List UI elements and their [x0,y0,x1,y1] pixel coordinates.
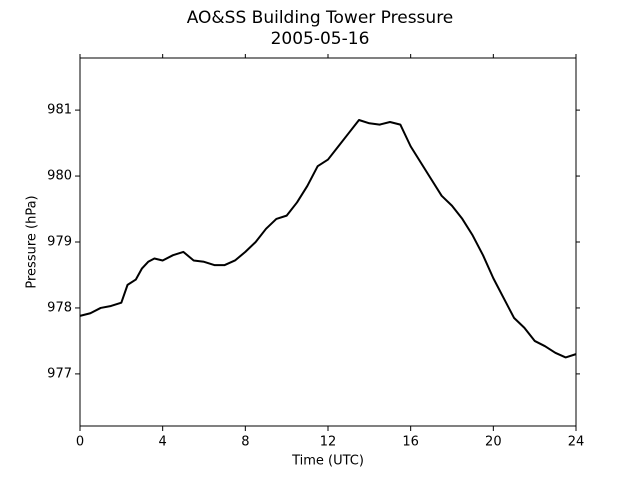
chart-subtitle: 2005-05-16 [271,29,370,49]
y-tick-label: 979 [47,235,72,250]
x-tick-label: 20 [485,435,502,450]
x-tick-label: 0 [76,435,84,450]
chart-title: AO&SS Building Tower Pressure [187,8,454,28]
y-axis-label: Pressure (hPa) [25,195,40,288]
x-tick-label: 24 [568,435,585,450]
x-axis-label: Time (UTC) [291,454,364,469]
x-tick-label: 4 [159,435,167,450]
x-tick-label: 16 [402,435,419,450]
y-tick-label: 977 [47,366,72,381]
y-tick-label: 980 [47,169,72,184]
x-tick-label: 12 [320,435,337,450]
data-line [79,118,577,359]
x-tick-label: 8 [241,435,249,450]
y-tick-label: 978 [47,300,72,315]
y-tick-label: 981 [47,103,72,118]
